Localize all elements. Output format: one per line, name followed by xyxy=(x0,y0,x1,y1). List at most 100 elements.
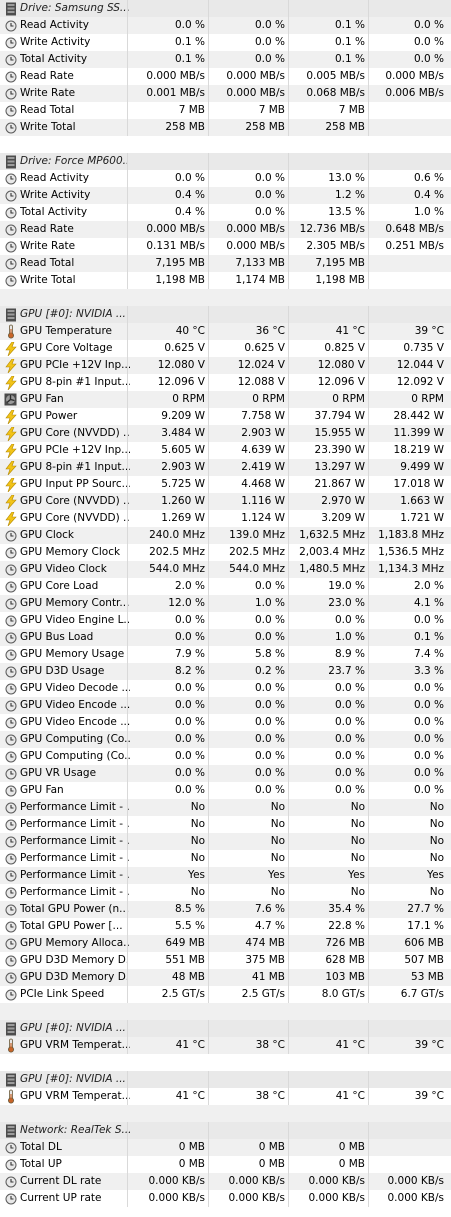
sensor-value-maximum: 15.955 W xyxy=(314,427,365,439)
column-divider xyxy=(208,493,209,510)
clock-icon xyxy=(4,68,17,85)
sensor-row[interactable]: GPU Bus Load 0.0 % 0.0 % 1.0 % 0.1 % xyxy=(0,629,451,646)
sensor-row[interactable]: GPU Core (NVVDD) ... 1.269 W 1.124 W 3.209 … xyxy=(0,510,451,527)
column-divider xyxy=(208,731,209,748)
clock-icon xyxy=(4,748,17,765)
sensor-row[interactable]: Current DL rate 0.000 KB/s 0.000 KB/s 0.000… xyxy=(0,1173,451,1190)
sensor-row[interactable]: GPU D3D Memory D... 48 MB 41 MB 103 MB 53 MB xyxy=(0,969,451,986)
section-header[interactable]: Drive: Force MP600... xyxy=(0,153,451,170)
column-divider xyxy=(208,816,209,833)
sensor-row[interactable]: Performance Limit - ... No No No No xyxy=(0,833,451,850)
clock-icon xyxy=(4,544,17,561)
sensor-row[interactable]: Read Rate 0.000 MB/s 0.000 MB/s 12.736 MB/s… xyxy=(0,221,451,238)
sensor-row[interactable]: GPU VR Usage 0.0 % 0.0 % 0.0 % 0.0 % xyxy=(0,765,451,782)
column-divider xyxy=(288,850,289,867)
sensor-row[interactable]: GPU Video Encode ... 0.0 % 0.0 % 0.0 % 0.0 % xyxy=(0,697,451,714)
section-header[interactable]: GPU [#0]: NVIDIA ... xyxy=(0,306,451,323)
sensor-row[interactable]: GPU Video Engine L... 0.0 % 0.0 % 0.0 % 0.0 … xyxy=(0,612,451,629)
sensor-row[interactable]: Write Activity 0.1 % 0.0 % 0.1 % 0.0 % xyxy=(0,34,451,51)
sensor-row[interactable]: GPU Video Decode ... 0.0 % 0.0 % 0.0 % 0.0 % xyxy=(0,680,451,697)
sensor-row[interactable]: Performance Limit - ... No No No No xyxy=(0,816,451,833)
sensor-row[interactable]: GPU PCIe +12V Inp... 12.080 V 12.024 V 12.0… xyxy=(0,357,451,374)
sensor-row[interactable]: GPU Fan 0.0 % 0.0 % 0.0 % 0.0 % xyxy=(0,782,451,799)
sensor-row[interactable]: GPU Video Encode ... 0.0 % 0.0 % 0.0 % 0.0 % xyxy=(0,714,451,731)
sensor-row[interactable]: Total Activity 0.1 % 0.0 % 0.1 % 0.0 % xyxy=(0,51,451,68)
section-header[interactable]: Drive: Samsung SS... xyxy=(0,0,451,17)
sensor-row[interactable]: GPU Memory Clock 202.5 MHz 202.5 MHz 2,003.… xyxy=(0,544,451,561)
sensor-row[interactable]: Performance Limit - ... No No No No xyxy=(0,799,451,816)
section-spacer xyxy=(0,1054,451,1071)
sensor-row[interactable]: GPU Computing (Co... 0.0 % 0.0 % 0.0 % 0.0 % xyxy=(0,748,451,765)
sensor-label: Total UP xyxy=(20,1158,62,1170)
sensor-row[interactable]: GPU Core (NVVDD) ... 3.484 W 2.903 W 15.955… xyxy=(0,425,451,442)
column-divider xyxy=(127,986,128,1003)
clock-icon xyxy=(4,935,17,952)
sensor-row[interactable]: Write Total 1,198 MB 1,174 MB 1,198 MB xyxy=(0,272,451,289)
sensor-row[interactable]: Performance Limit - ... No No No No xyxy=(0,850,451,867)
sensor-value-minimum: 1.124 W xyxy=(241,512,285,524)
sensor-value-average: 9.499 W xyxy=(400,461,444,473)
sensor-row[interactable]: GPU Computing (Co... 0.0 % 0.0 % 0.0 % 0.0 % xyxy=(0,731,451,748)
sensor-row[interactable]: Read Total 7 MB 7 MB 7 MB xyxy=(0,102,451,119)
sensor-row[interactable]: GPU D3D Memory D... 551 MB 375 MB 628 MB 507… xyxy=(0,952,451,969)
sensor-row[interactable]: GPU D3D Usage 8.2 % 0.2 % 23.7 % 3.3 % xyxy=(0,663,451,680)
sensor-value-average: 0.000 KB/s xyxy=(387,1192,445,1204)
column-divider xyxy=(208,374,209,391)
clock-icon xyxy=(4,612,17,629)
column-divider xyxy=(208,1071,209,1088)
sensor-row[interactable]: Write Activity 0.4 % 0.0 % 1.2 % 0.4 % xyxy=(0,187,451,204)
sensor-row[interactable]: Total UP 0 MB 0 MB 0 MB xyxy=(0,1156,451,1173)
sensor-row[interactable]: GPU 8-pin #1 Input... 2.903 W 2.419 W 13.29… xyxy=(0,459,451,476)
sensor-row[interactable]: Total GPU Power (n... 8.5 % 7.6 % 35.4 % 27.… xyxy=(0,901,451,918)
sensor-row[interactable]: Read Rate 0.000 MB/s 0.000 MB/s 0.005 MB/s 0… xyxy=(0,68,451,85)
sensor-label: Total DL xyxy=(20,1141,62,1153)
sensor-row[interactable]: GPU Input PP Sourc... 5.725 W 4.468 W 21.86… xyxy=(0,476,451,493)
sensor-row[interactable]: GPU Power 9.209 W 7.758 W 37.794 W 28.442 W xyxy=(0,408,451,425)
sensor-value-current: 0.4 % xyxy=(174,189,205,201)
sensor-row[interactable]: PCIe Link Speed 2.5 GT/s 2.5 GT/s 8.0 GT/s 6… xyxy=(0,986,451,1003)
sensor-row[interactable]: GPU Memory Alloca... 649 MB 474 MB 726 MB 60… xyxy=(0,935,451,952)
sensor-row[interactable]: GPU Core Load 2.0 % 0.0 % 19.0 % 2.0 % xyxy=(0,578,451,595)
sensor-row[interactable]: GPU VRM Temperat... 41 °C 38 °C 41 °C 39 °C xyxy=(0,1088,451,1105)
sensor-value-current: No xyxy=(190,886,205,898)
section-header[interactable]: GPU [#0]: NVIDIA ... xyxy=(0,1071,451,1088)
sensor-row[interactable]: GPU 8-pin #1 Input... 12.096 V 12.088 V 12.… xyxy=(0,374,451,391)
sensor-label: GPU Core (NVVDD) ... xyxy=(20,427,130,439)
sensor-row[interactable]: Read Activity 0.0 % 0.0 % 0.1 % 0.0 % xyxy=(0,17,451,34)
sensor-row[interactable]: GPU VRM Temperat... 41 °C 38 °C 41 °C 39 °C xyxy=(0,1037,451,1054)
sensor-row[interactable]: Write Total 258 MB 258 MB 258 MB xyxy=(0,119,451,136)
sensor-row[interactable]: GPU Core (NVVDD) ... 1.260 W 1.116 W 2.970 … xyxy=(0,493,451,510)
sensor-row[interactable]: GPU Memory Usage 7.9 % 5.8 % 8.9 % 7.4 % xyxy=(0,646,451,663)
sensor-row[interactable]: GPU Memory Contr... 12.0 % 1.0 % 23.0 % 4.1 … xyxy=(0,595,451,612)
column-divider xyxy=(208,901,209,918)
sensor-row[interactable]: Write Rate 0.001 MB/s 0.000 MB/s 0.068 MB/s… xyxy=(0,85,451,102)
sensor-row[interactable]: GPU Temperature 40 °C 36 °C 41 °C 39 °C xyxy=(0,323,451,340)
sensor-row[interactable]: Current UP rate 0.000 KB/s 0.000 KB/s 0.000… xyxy=(0,1190,451,1207)
sensor-row[interactable]: Total GPU Power [... 5.5 % 4.7 % 22.8 % 17.1… xyxy=(0,918,451,935)
sensor-value-minimum: 544.0 MHz xyxy=(229,563,285,575)
sensor-label: Total GPU Power (n... xyxy=(20,903,130,915)
sensor-row[interactable]: Read Activity 0.0 % 0.0 % 13.0 % 0.6 % xyxy=(0,170,451,187)
bolt-icon xyxy=(4,374,17,391)
sensor-row[interactable]: Performance Limit - ... No No No No xyxy=(0,884,451,901)
sensor-label: GPU Fan xyxy=(20,393,64,405)
sensor-row[interactable]: GPU Clock 240.0 MHz 139.0 MHz 1,632.5 MHz 1,… xyxy=(0,527,451,544)
sensor-row[interactable]: GPU Core Voltage 0.625 V 0.625 V 0.825 V 0.7… xyxy=(0,340,451,357)
sensor-value-minimum: 2.903 W xyxy=(241,427,285,439)
section-header[interactable]: GPU [#0]: NVIDIA ... xyxy=(0,1020,451,1037)
sensor-value-current: 5.605 W xyxy=(161,444,205,456)
column-divider xyxy=(127,1088,128,1105)
sensor-row[interactable]: Total Activity 0.4 % 0.0 % 13.5 % 1.0 % xyxy=(0,204,451,221)
sensor-value-average: 1,536.5 MHz xyxy=(378,546,444,558)
sensor-label: Read Rate xyxy=(20,223,74,235)
sensor-row[interactable]: Read Total 7,195 MB 7,133 MB 7,195 MB xyxy=(0,255,451,272)
section-header[interactable]: Network: RealTek S... xyxy=(0,1122,451,1139)
sensor-row[interactable]: GPU Video Clock 544.0 MHz 544.0 MHz 1,480.5… xyxy=(0,561,451,578)
sensor-row[interactable]: Performance Limit - ... Yes Yes Yes Yes xyxy=(0,867,451,884)
sensor-row[interactable]: Total DL 0 MB 0 MB 0 MB xyxy=(0,1139,451,1156)
column-divider xyxy=(208,714,209,731)
sensor-row[interactable]: GPU Fan 0 RPM 0 RPM 0 RPM 0 RPM xyxy=(0,391,451,408)
column-divider xyxy=(127,204,128,221)
sensor-row[interactable]: Write Rate 0.131 MB/s 0.000 MB/s 2.305 MB/s… xyxy=(0,238,451,255)
sensor-row[interactable]: GPU PCIe +12V Inp... 5.605 W 4.639 W 23.390… xyxy=(0,442,451,459)
